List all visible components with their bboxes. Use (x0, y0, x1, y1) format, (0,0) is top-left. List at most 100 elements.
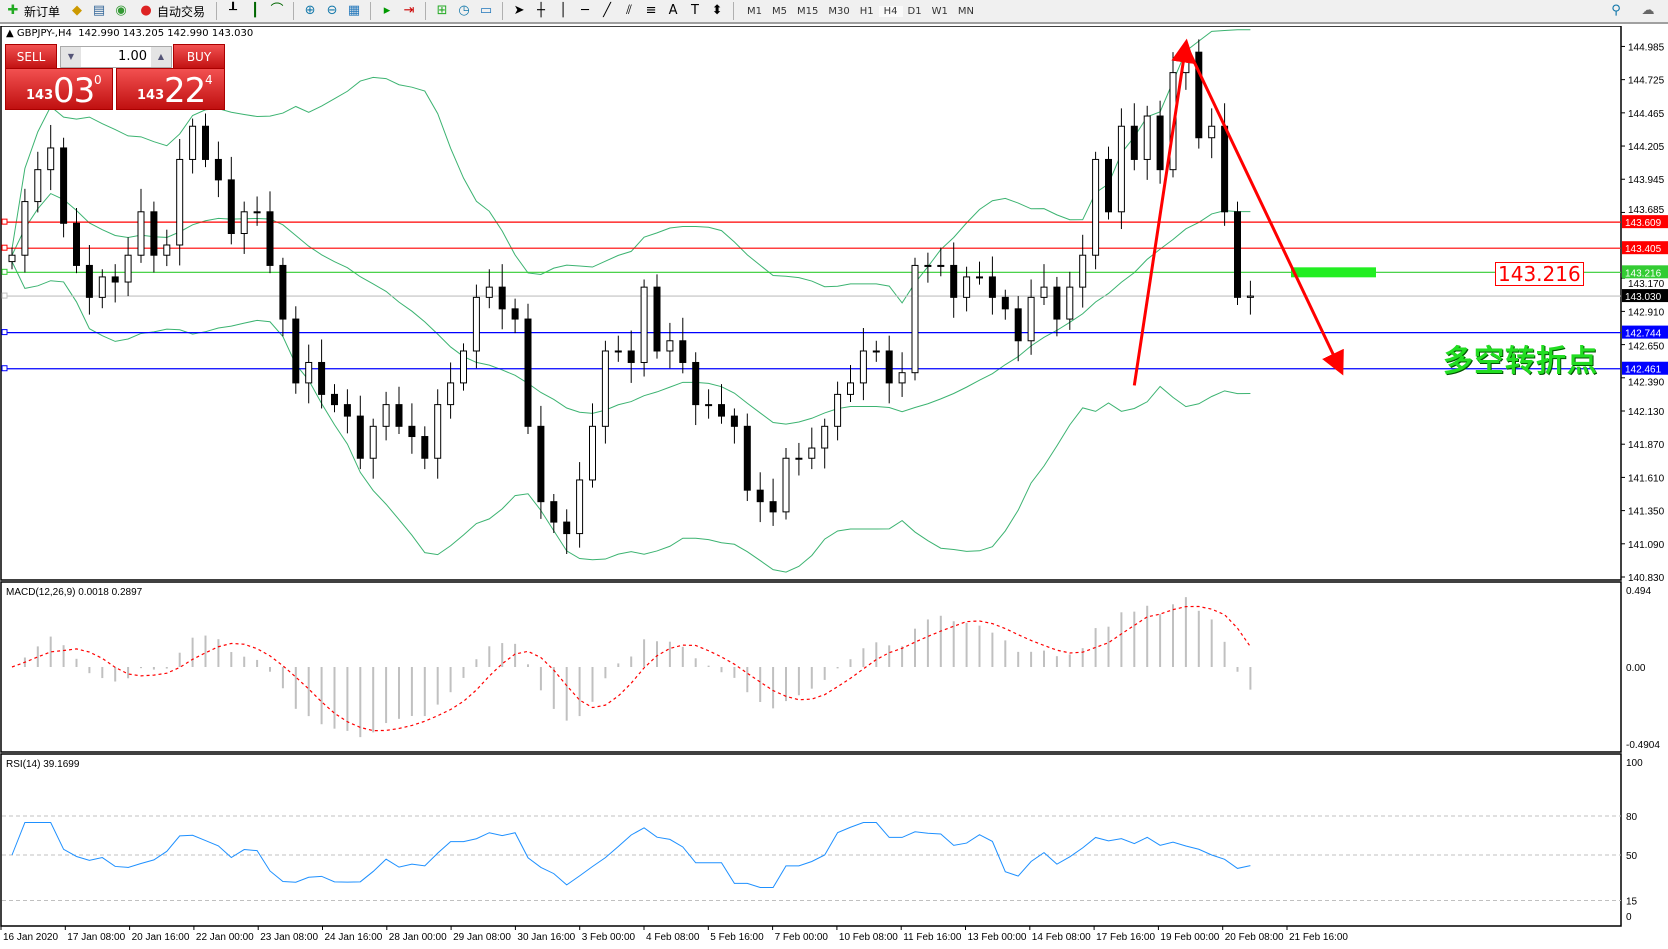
bull-candle-body (382, 404, 390, 427)
time-tick-label: 3 Feb 00:00 (582, 932, 636, 943)
bull-candle-body (705, 404, 713, 407)
bull-candle-body (21, 201, 29, 256)
auto-trading-button[interactable]: ● 自动交易 (135, 0, 208, 22)
bull-candle-body (305, 361, 313, 384)
bear-candle-body (331, 393, 338, 406)
arrows-icon[interactable]: ⬍ (711, 3, 723, 18)
signals-icon[interactable]: ◉ (115, 3, 127, 18)
new-order-button[interactable]: ✚ 新订单 (2, 0, 63, 22)
timeframe-M5[interactable]: M5 (772, 5, 788, 17)
macd-signal-line (11, 605, 1251, 732)
bear-candle-body (343, 404, 351, 417)
time-tick-label: 5 Feb 16:00 (710, 932, 764, 943)
trend-arrow (1184, 43, 1344, 376)
timeframe-H1[interactable]: H1 (859, 5, 874, 17)
indicators-icon[interactable]: ⊞ (436, 3, 448, 18)
candle (640, 279, 648, 377)
buy-price[interactable]: 143 22 4 (116, 68, 225, 111)
fibonacci-icon[interactable]: ≡ (645, 3, 657, 18)
bull-candle-body (834, 393, 842, 427)
bear-candle-body (756, 489, 764, 503)
bull-candle-body (124, 254, 132, 283)
one-click-trading-panel: SELL ▼ 1.00 ▲ BUY 143 03 0 143 22 4 (5, 44, 225, 111)
price-label-bg (1622, 265, 1668, 279)
candle (163, 229, 171, 267)
text-icon[interactable]: A (668, 3, 678, 18)
timeframe-M30[interactable]: M30 (828, 5, 850, 17)
equidistant-channel-icon[interactable]: ⫽ (626, 3, 632, 18)
candlestick-icon[interactable]: ┃ (251, 3, 259, 18)
lot-decrease-icon[interactable]: ▼ (61, 47, 81, 67)
time-tick-label: 16 Jan 2020 (3, 932, 58, 943)
timeframe-M1[interactable]: M1 (747, 5, 763, 17)
bull-candle-body (576, 479, 584, 535)
hline-marker (1, 329, 8, 336)
candle (666, 322, 674, 369)
pivot-price-annotation[interactable]: 143.216 (1495, 262, 1584, 286)
templates-icon[interactable]: ▭ (479, 3, 493, 18)
candle (1105, 146, 1112, 220)
candle (1130, 103, 1138, 171)
timeframe-H4[interactable]: H4 (878, 5, 903, 17)
bull-candle-body (924, 264, 932, 267)
price-tick-label: 144.985 (1628, 42, 1665, 53)
tile-windows-icon[interactable]: ▦ (347, 3, 361, 18)
periods-clock-icon[interactable]: ◷ (458, 3, 470, 18)
lot-size-input[interactable]: 1.00 (118, 49, 147, 64)
cursor-icon[interactable]: ➤ (513, 3, 525, 18)
candle (1246, 280, 1254, 315)
crosshair-icon[interactable]: ┼ (537, 3, 545, 18)
price-label-bg (1622, 325, 1668, 339)
timeframe-MN[interactable]: MN (957, 5, 974, 17)
turning-point-text[interactable]: 多空转折点 (1443, 344, 1598, 379)
lot-size-stepper[interactable]: ▼ 1.00 ▲ (60, 46, 172, 68)
text-label-icon[interactable]: T (691, 3, 699, 18)
chart-shift-icon[interactable]: ⇥ (403, 3, 415, 18)
time-tick-label: 13 Feb 00:00 (968, 932, 1027, 943)
candle (34, 151, 42, 213)
candle (73, 207, 80, 274)
timeframe-M15[interactable]: M15 (797, 5, 819, 17)
timeframe-D1[interactable]: D1 (907, 5, 922, 17)
candle (176, 139, 184, 266)
price-tick-label: 141.350 (1628, 507, 1665, 518)
bear-candle-body (1234, 211, 1241, 298)
bear-candle-body (524, 318, 532, 427)
market-watch-icon[interactable]: ◆ (72, 3, 83, 18)
lot-increase-icon[interactable]: ▲ (151, 47, 171, 67)
candle (988, 256, 996, 315)
time-tick-label: 28 Jan 00:00 (389, 932, 447, 943)
buy-price-prefix: 143 (137, 88, 165, 103)
price-label: 142.461 (1625, 365, 1662, 376)
panel-frame (0, 25, 1622, 581)
bar-chart-icon[interactable]: ┸ (229, 3, 237, 18)
chart-canvas[interactable]: 144.985 144.725 144.465 144.205 143.945 143.6… (0, 25, 1668, 946)
search-icon[interactable]: ⚲ (1611, 3, 1621, 18)
vertical-line-icon[interactable]: │ (559, 3, 567, 18)
candle (472, 284, 480, 369)
auto-scroll-icon[interactable]: ▸ (383, 3, 391, 18)
chat-icon[interactable]: ☁ (1641, 3, 1655, 18)
divider (502, 2, 504, 20)
zoom-in-icon[interactable]: ⊕ (304, 3, 316, 18)
buy-button[interactable]: BUY (173, 44, 225, 70)
sell-price[interactable]: 143 03 0 (5, 68, 113, 111)
chart-window[interactable]: 144.985 144.725 144.465 144.205 143.945 143.6… (0, 25, 1668, 946)
bear-candle-body (60, 147, 68, 224)
candle (743, 413, 751, 502)
bear-candle-body (885, 350, 893, 384)
bear-candle-body (421, 436, 429, 459)
sell-button[interactable]: SELL (5, 44, 57, 70)
time-tick-label: 20 Feb 08:00 (1225, 932, 1284, 943)
horizontal-line-icon[interactable]: ─ (581, 3, 589, 18)
navigator-icon[interactable]: ▤ (92, 3, 106, 18)
line-chart-icon[interactable]: ⌒ (270, 3, 284, 18)
bull-candle-body (963, 276, 971, 298)
trendline-icon[interactable]: ╱ (603, 3, 611, 18)
ohlc-readout: 142.990 143.205 142.990 143.030 (78, 28, 254, 39)
timeframe-W1[interactable]: W1 (931, 5, 948, 17)
bull-candle-body (666, 340, 674, 352)
bull-candle-body (1117, 125, 1125, 213)
zoom-out-icon[interactable]: ⊖ (326, 3, 338, 18)
rsi-label: RSI(14) 39.1699 (6, 759, 80, 770)
